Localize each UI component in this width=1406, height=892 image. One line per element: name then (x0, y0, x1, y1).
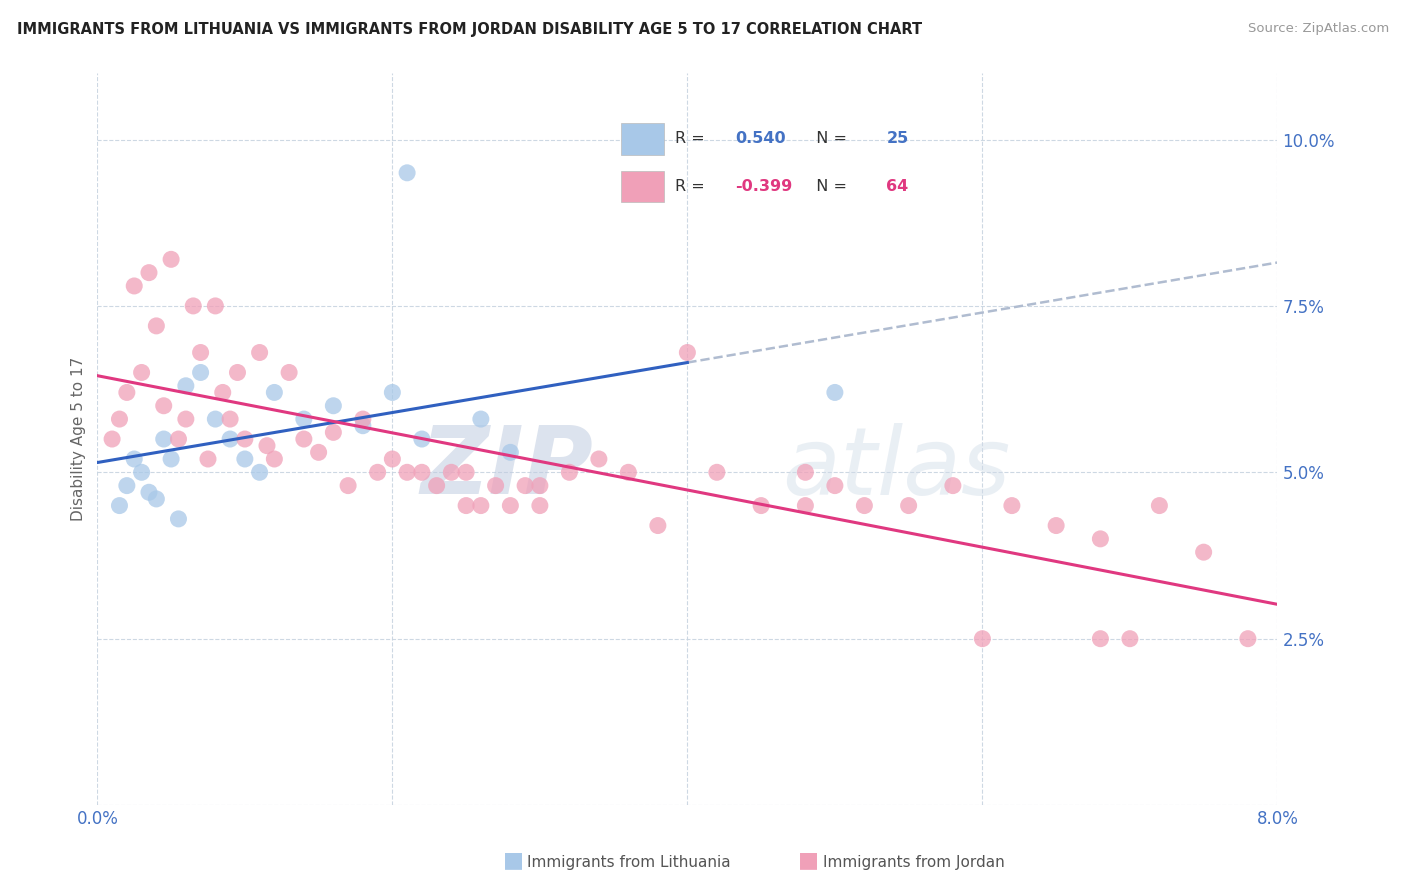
Point (167, 512, 190, 526)
Point (470, 499, 492, 513)
Point (558, 465, 581, 479)
Text: ZIP: ZIP (420, 422, 593, 515)
Point (1045, 518, 1067, 533)
Point (115, 478, 138, 492)
Point (676, 345, 699, 359)
Point (1090, 632, 1112, 646)
Point (292, 412, 315, 426)
Point (381, 452, 404, 467)
Point (174, 378, 197, 392)
Text: Immigrants from Lithuania: Immigrants from Lithuania (527, 855, 731, 870)
Point (411, 465, 433, 479)
Point (152, 399, 174, 413)
Point (794, 499, 817, 513)
Point (181, 299, 204, 313)
Point (256, 439, 278, 453)
Point (204, 299, 226, 313)
Point (233, 432, 256, 446)
Point (942, 478, 965, 492)
Point (160, 452, 183, 467)
Point (145, 318, 167, 333)
Point (706, 465, 728, 479)
Point (972, 632, 994, 646)
Point (122, 452, 145, 467)
Point (485, 478, 508, 492)
Point (396, 465, 419, 479)
Point (824, 478, 846, 492)
Point (440, 465, 463, 479)
Point (249, 465, 271, 479)
Point (1090, 532, 1112, 546)
Point (197, 452, 219, 467)
Point (131, 465, 153, 479)
Point (824, 385, 846, 400)
Point (278, 366, 301, 380)
Point (617, 465, 640, 479)
Point (233, 452, 256, 467)
Point (108, 499, 131, 513)
Point (322, 399, 344, 413)
Point (396, 166, 419, 180)
Point (1149, 499, 1171, 513)
Point (1237, 632, 1260, 646)
Point (647, 518, 669, 533)
Point (529, 499, 551, 513)
Point (337, 478, 360, 492)
Point (308, 445, 330, 459)
Point (411, 432, 433, 446)
Text: Immigrants from Jordan: Immigrants from Jordan (823, 855, 1004, 870)
Point (226, 366, 249, 380)
Point (456, 465, 478, 479)
Point (853, 499, 876, 513)
Point (211, 385, 233, 400)
Point (1001, 499, 1024, 513)
Point (204, 412, 226, 426)
Point (499, 499, 522, 513)
Point (160, 252, 183, 267)
Text: atlas: atlas (782, 423, 1010, 514)
Point (749, 499, 772, 513)
Point (152, 432, 174, 446)
Point (499, 445, 522, 459)
Point (219, 412, 242, 426)
Point (529, 478, 551, 492)
Point (1119, 632, 1142, 646)
Point (794, 465, 817, 479)
Point (249, 345, 271, 359)
Point (1192, 545, 1215, 559)
Point (263, 385, 285, 400)
Point (513, 478, 536, 492)
Point (263, 452, 285, 467)
Point (138, 485, 160, 500)
Point (292, 432, 315, 446)
Point (426, 478, 449, 492)
Point (219, 432, 242, 446)
Point (897, 499, 920, 513)
Point (167, 432, 190, 446)
Point (367, 465, 389, 479)
Y-axis label: Disability Age 5 to 17: Disability Age 5 to 17 (72, 357, 86, 521)
Point (174, 412, 197, 426)
Point (190, 345, 212, 359)
Text: IMMIGRANTS FROM LITHUANIA VS IMMIGRANTS FROM JORDAN DISABILITY AGE 5 TO 17 CORRE: IMMIGRANTS FROM LITHUANIA VS IMMIGRANTS … (17, 22, 922, 37)
Text: Source: ZipAtlas.com: Source: ZipAtlas.com (1249, 22, 1389, 36)
Point (352, 418, 374, 433)
Point (456, 499, 478, 513)
Point (381, 385, 404, 400)
Point (131, 366, 153, 380)
Point (352, 412, 374, 426)
Point (190, 366, 212, 380)
Point (108, 412, 131, 426)
Point (145, 491, 167, 506)
Point (470, 412, 492, 426)
Point (122, 279, 145, 293)
Point (588, 452, 610, 467)
Point (322, 425, 344, 440)
Text: ■: ■ (799, 850, 818, 870)
Point (101, 432, 124, 446)
Point (138, 266, 160, 280)
Text: ■: ■ (503, 850, 523, 870)
Point (115, 385, 138, 400)
